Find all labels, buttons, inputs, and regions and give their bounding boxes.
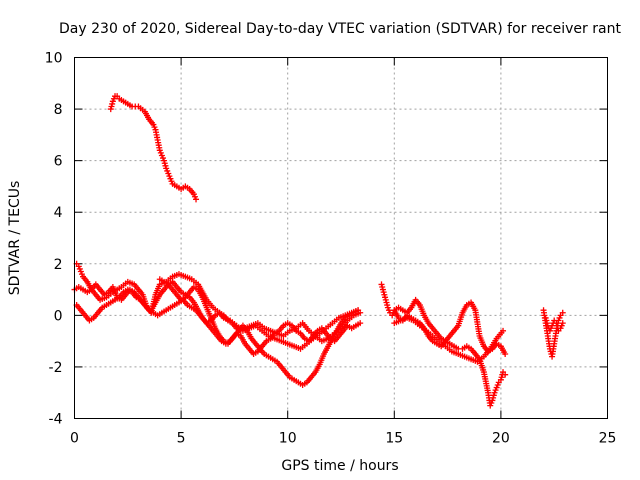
series-track-5	[156, 276, 364, 358]
series-track-8	[391, 314, 507, 365]
x-axis-label: GPS time / hours	[281, 458, 398, 474]
data-point	[559, 320, 566, 327]
y-tick-label: 10	[45, 51, 63, 67]
grid	[74, 57, 608, 419]
data-point	[502, 351, 509, 358]
y-tick-label: 2	[54, 257, 63, 273]
plot-frame	[74, 57, 608, 419]
y-axis-label: SDTVAR / TECUs	[7, 181, 23, 296]
x-tick-label: 25	[599, 431, 617, 447]
tick-labels: 0 5 10 15 20 25 -4 -2 0 2 4 6 8 10	[45, 51, 617, 447]
y-tick-label: 4	[54, 205, 63, 221]
y-tick-label: -2	[49, 360, 63, 376]
series-track-9	[540, 307, 566, 360]
x-tick-label: 15	[385, 431, 403, 447]
data-point	[502, 371, 509, 378]
data-point	[193, 196, 200, 203]
data-point	[357, 320, 364, 327]
x-tick-label: 10	[279, 431, 297, 447]
data-point	[355, 307, 362, 314]
y-tick-label: -4	[49, 412, 63, 428]
series-track-6	[378, 281, 509, 409]
series-track-10	[542, 314, 566, 334]
axis-ticks	[74, 57, 608, 419]
x-tick-label: 5	[177, 431, 186, 447]
x-tick-label: 20	[492, 431, 510, 447]
y-tick-label: 6	[54, 154, 63, 170]
y-tick-label: 8	[54, 102, 63, 118]
chart-title: Day 230 of 2020, Sidereal Day-to-day VTE…	[59, 21, 621, 37]
data-points	[71, 93, 566, 409]
y-tick-label: 0	[54, 308, 63, 324]
x-tick-label: 0	[70, 431, 79, 447]
data-point	[500, 327, 507, 334]
series-track-1	[107, 93, 200, 203]
data-point	[559, 309, 566, 316]
